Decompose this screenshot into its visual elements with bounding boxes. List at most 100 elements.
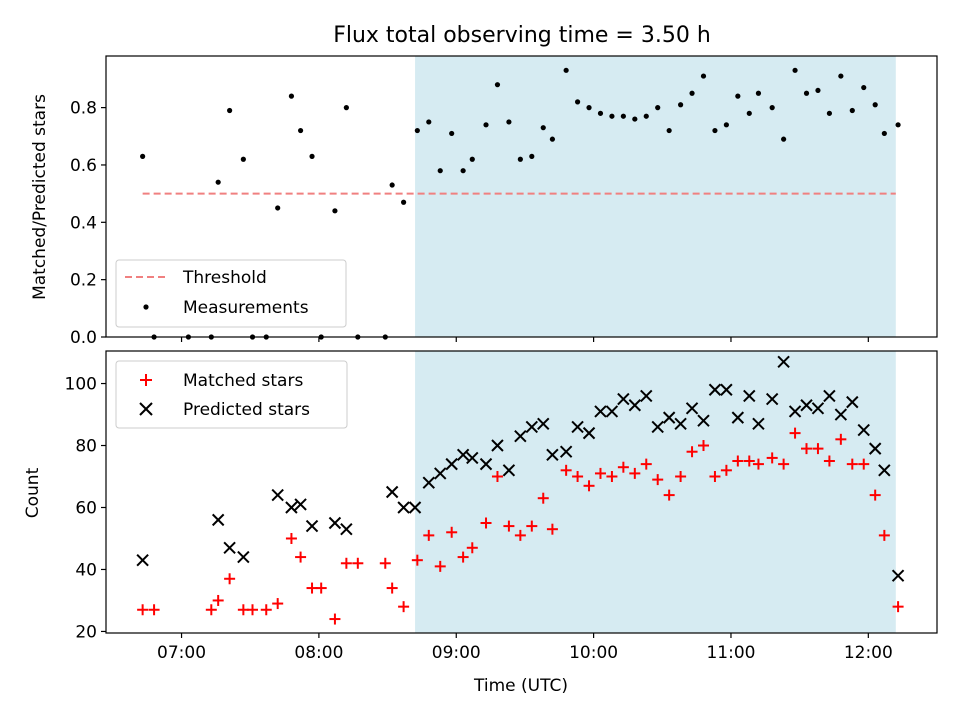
predicted-star-point xyxy=(434,467,447,480)
matched-star-point xyxy=(137,604,149,616)
top-y-tick-label: 0.6 xyxy=(70,156,97,176)
matched-star-point xyxy=(617,461,629,473)
measurement-point xyxy=(826,110,833,116)
legend-matched-label: Matched stars xyxy=(183,371,303,391)
measurement-point xyxy=(861,84,867,91)
matched-star-point xyxy=(379,557,391,569)
predicted-star-point xyxy=(408,501,422,514)
matched-star-point xyxy=(743,455,755,467)
predicted-star-point xyxy=(559,445,573,458)
predicted-star-point xyxy=(502,464,516,477)
predicted-star-point xyxy=(823,389,836,403)
matched-star-point xyxy=(663,489,675,501)
bottom-legend: Matched stars Predicted stars xyxy=(115,360,348,429)
matched-star-point xyxy=(858,458,870,470)
matched-star-point xyxy=(594,467,606,479)
predicted-star-point xyxy=(834,408,848,421)
measurement-point xyxy=(755,90,762,96)
matched-star-point xyxy=(514,529,526,541)
measurement-point xyxy=(506,119,512,125)
predicted-star-point xyxy=(720,383,733,396)
measurement-point xyxy=(469,156,475,162)
measurement-point xyxy=(735,93,741,99)
predicted-star-point xyxy=(846,395,859,409)
matched-star-point xyxy=(329,613,341,625)
matched-star-point xyxy=(386,582,398,594)
matched-star-point xyxy=(640,458,652,470)
predicted-star-point xyxy=(811,402,825,415)
predicted-star-point xyxy=(743,389,756,403)
predicted-star-point xyxy=(752,417,765,431)
legend-matched-swatch xyxy=(140,374,152,386)
predicted-star-point xyxy=(868,442,882,455)
matched-star-point xyxy=(686,446,698,458)
predicted-star-point xyxy=(285,501,298,514)
predicted-star-point xyxy=(525,420,539,434)
matched-star-point xyxy=(446,526,458,538)
matched-star-point xyxy=(212,594,224,606)
matched-star-point xyxy=(892,601,904,613)
bottom-y-tick-label: 100 xyxy=(65,375,97,395)
matched-star-point xyxy=(675,471,687,483)
predicted-star-point xyxy=(422,476,435,489)
bottom-axes-frame xyxy=(105,350,938,634)
measurement-point xyxy=(803,90,810,96)
measurement-point xyxy=(881,130,887,137)
measurement-point xyxy=(643,113,649,119)
measurement-point xyxy=(275,205,281,211)
measurement-point xyxy=(609,113,615,119)
matched-star-point xyxy=(224,573,236,585)
top-y-tick-label: 0.2 xyxy=(70,271,97,291)
measurement-point xyxy=(849,107,855,114)
predicted-star-point xyxy=(891,569,905,582)
predicted-star-point xyxy=(294,498,307,511)
predicted-star-point xyxy=(594,405,607,418)
x-tick-label: 10:00 xyxy=(569,643,618,663)
matched-star-point xyxy=(205,604,217,616)
measurement-point xyxy=(426,119,432,125)
predicted-star-point xyxy=(546,448,559,462)
legend-predicted-swatch xyxy=(139,402,153,416)
bottom-y-tick-label: 60 xyxy=(75,498,97,518)
predicted-star-point xyxy=(237,550,250,564)
predicted-star-point xyxy=(628,399,642,412)
x-tick-label: 09:00 xyxy=(432,643,481,663)
legend-predicted-label: Predicted stars xyxy=(183,400,310,420)
matched-star-point xyxy=(480,517,492,529)
predicted-star-point xyxy=(456,448,470,462)
predicted-star-point xyxy=(605,405,619,418)
predicted-star-point xyxy=(571,420,584,434)
predicted-star-point xyxy=(305,519,319,533)
predicted-star-point xyxy=(211,513,225,527)
top-legend: Threshold Measurements xyxy=(115,259,347,328)
matched-star-point xyxy=(766,452,778,464)
x-tick-label: 12:00 xyxy=(844,643,893,663)
measurement-point xyxy=(529,153,535,159)
matched-star-point xyxy=(537,492,549,504)
matched-star-point xyxy=(457,551,469,563)
measurement-point xyxy=(140,153,146,159)
measurement-point xyxy=(838,73,844,79)
measurement-point xyxy=(343,105,349,111)
legend-measurements-swatch xyxy=(143,304,149,310)
matched-star-point xyxy=(846,458,858,470)
predicted-star-point xyxy=(697,414,710,427)
measurement-point xyxy=(895,122,901,128)
matched-star-point xyxy=(835,433,847,445)
matched-star-point xyxy=(812,443,824,455)
matched-star-point xyxy=(423,529,435,541)
top-y-tick-label: 0.8 xyxy=(70,99,97,119)
matched-star-point xyxy=(823,455,835,467)
legend-measurements-label: Measurements xyxy=(183,298,309,318)
matched-star-point xyxy=(247,604,259,616)
top-shaded-span xyxy=(415,56,896,337)
measurement-point xyxy=(815,87,821,94)
predicted-star-point xyxy=(788,405,802,418)
matched-star-point xyxy=(789,427,801,439)
x-tick-label: 08:00 xyxy=(294,643,343,663)
bottom-shaded-span xyxy=(415,351,896,633)
matched-star-point xyxy=(709,471,721,483)
measurement-point xyxy=(712,127,718,134)
measurement-point xyxy=(781,136,787,142)
